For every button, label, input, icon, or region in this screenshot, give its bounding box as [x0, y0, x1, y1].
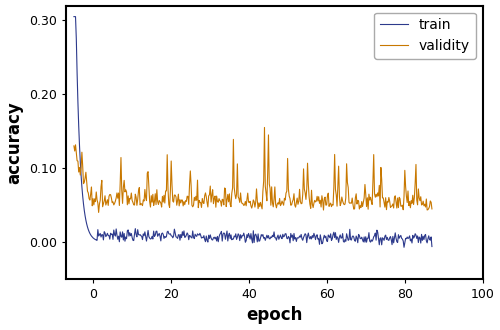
Line: validity: validity [74, 127, 432, 213]
validity [71, 144, 77, 148]
train [71, 15, 77, 18]
validity [262, 125, 268, 129]
validity [416, 187, 422, 191]
train [130, 239, 136, 243]
train [424, 241, 430, 245]
validity [132, 203, 138, 207]
validity [96, 211, 102, 214]
train [111, 228, 117, 232]
validity [332, 152, 338, 156]
train [401, 245, 407, 249]
train [330, 233, 336, 237]
validity [425, 208, 431, 212]
train [272, 236, 278, 240]
train [414, 234, 420, 238]
validity [274, 202, 280, 206]
train [429, 245, 435, 248]
Y-axis label: accuracy: accuracy [6, 101, 24, 183]
X-axis label: epoch: epoch [246, 307, 302, 324]
validity [429, 207, 435, 211]
Line: train: train [74, 16, 432, 247]
Legend: train, validity: train, validity [374, 13, 476, 58]
validity [112, 201, 117, 205]
